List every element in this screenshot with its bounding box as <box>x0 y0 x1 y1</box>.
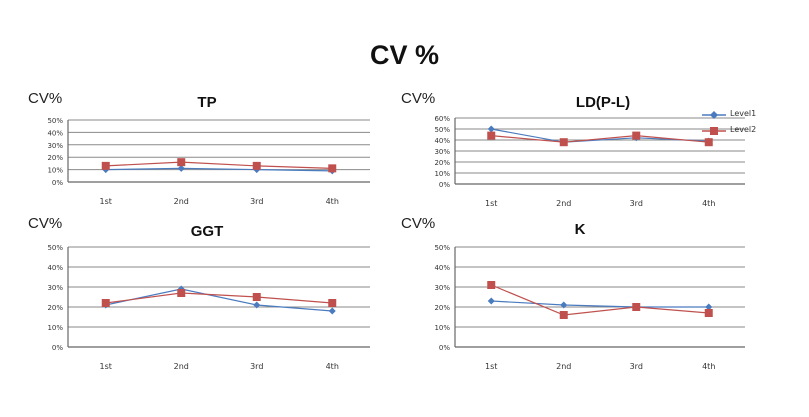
data-point <box>704 138 713 147</box>
x-tick-label: 1st <box>485 362 497 371</box>
chart-title: LD(P-L) <box>575 94 631 111</box>
x-tick-label: 2nd <box>174 362 189 371</box>
y-tick-label: 50% <box>434 244 450 252</box>
x-tick-label: 1st <box>100 362 112 371</box>
data-point <box>252 293 261 301</box>
legend: Level1 Level2 <box>700 108 800 148</box>
data-point <box>177 158 186 167</box>
x-tick-label: 1st <box>100 197 112 206</box>
x-tick-label: 4th <box>702 199 715 208</box>
chart-plot-area: 0% 10% 20% 30% 40% 50% 1st 2nd 3rd 4th <box>47 244 370 371</box>
data-point <box>705 303 713 311</box>
data-point <box>487 281 496 289</box>
x-tick-label: 3rd <box>250 197 263 206</box>
y-axis-label: CV% <box>28 90 63 107</box>
y-tick-label: 0% <box>52 179 63 187</box>
data-point <box>559 138 568 147</box>
chart-plot-area: 0% 10% 20% 30% 40% 50% 1st 2nd 3rd 4th <box>47 117 370 206</box>
series-line-level1 <box>105 167 333 172</box>
data-point <box>252 161 261 170</box>
y-axis-label: CV% <box>401 215 436 232</box>
y-tick-label: 10% <box>434 170 450 178</box>
data-point <box>253 301 261 309</box>
chart-panel-tp: CV% TP 0% 10% 20% 30% 40% 50% 1st 2nd 3rd 4th <box>20 88 415 238</box>
y-tick-label: 40% <box>434 264 450 272</box>
legend-item-level2: Level2 <box>700 124 800 138</box>
y-tick-label: 10% <box>434 324 450 332</box>
data-point <box>632 303 641 311</box>
legend-marker-diamond-icon <box>702 111 726 119</box>
y-tick-label: 30% <box>434 148 450 156</box>
y-tick-label: 20% <box>434 159 450 167</box>
chart-panel-k: CV% K 0% 10% 20% 30% 40% 50% 1st 2nd 3rd 4th <box>393 213 788 371</box>
figure-title: CV % <box>369 40 440 70</box>
series-line-level2 <box>491 284 709 316</box>
data-point <box>487 131 496 140</box>
y-tick-label: 20% <box>47 304 63 312</box>
data-point <box>328 299 337 307</box>
legend-item-level1: Level1 <box>700 108 800 122</box>
y-tick-label: 30% <box>434 284 450 292</box>
data-point <box>487 297 495 305</box>
x-tick-label: 3rd <box>630 362 643 371</box>
y-tick-label: 0% <box>52 344 63 352</box>
y-axis-label: CV% <box>28 215 63 232</box>
chart-title: GGT <box>190 223 224 240</box>
legend-marker-square-icon <box>702 127 726 135</box>
x-tick-label: 4th <box>702 362 715 371</box>
x-tick-label: 2nd <box>174 197 189 206</box>
y-tick-label: 10% <box>47 324 63 332</box>
data-point <box>328 307 336 315</box>
chart-panel-ld: CV% LD(P-L) 0% 10% 20% 30% 40% 50% 60% 1st 2nd 3r… <box>393 88 788 238</box>
data-point <box>560 301 568 309</box>
series-line-level1 <box>105 288 333 312</box>
y-tick-label: 50% <box>434 126 450 134</box>
y-tick-label: 30% <box>47 142 63 150</box>
y-tick-label: 20% <box>434 304 450 312</box>
series-line-level2 <box>105 292 333 304</box>
y-tick-label: 30% <box>47 284 63 292</box>
chart-title: K <box>574 221 586 238</box>
y-tick-label: 40% <box>434 137 450 145</box>
x-tick-label: 4th <box>326 197 339 206</box>
y-tick-label: 10% <box>47 167 63 175</box>
legend-label: Level2 <box>730 125 757 134</box>
data-point <box>632 131 641 140</box>
series-line-level1 <box>491 300 709 308</box>
chart-panel-ggt: CV% GGT 0% 10% 20% 30% 40% 50% 1st 2nd 3rd 4th <box>20 213 415 371</box>
data-point <box>177 164 185 172</box>
x-tick-label: 4th <box>326 362 339 371</box>
y-tick-label: 20% <box>47 154 63 162</box>
chart-plot-area: 0% 10% 20% 30% 40% 50% 60% 1st 2nd 3rd 4th <box>434 115 745 208</box>
legend-label: Level1 <box>730 109 757 118</box>
x-tick-label: 2nd <box>556 362 571 371</box>
y-tick-label: 40% <box>47 129 63 137</box>
y-tick-label: 0% <box>439 344 450 352</box>
y-tick-label: 60% <box>434 115 450 123</box>
chart-plot-area: 0% 10% 20% 30% 40% 50% 1st 2nd 3rd 4th <box>434 244 745 371</box>
data-point <box>101 161 110 170</box>
y-tick-label: 0% <box>439 181 450 189</box>
x-tick-label: 3rd <box>250 362 263 371</box>
data-point <box>328 164 337 173</box>
x-tick-label: 1st <box>485 199 497 208</box>
y-tick-label: 50% <box>47 117 63 125</box>
data-point <box>487 125 495 133</box>
series-line-level2 <box>105 161 333 169</box>
x-tick-label: 2nd <box>556 199 571 208</box>
chart-title: TP <box>197 94 217 111</box>
y-tick-label: 40% <box>47 264 63 272</box>
data-point <box>559 311 568 319</box>
x-tick-label: 3rd <box>630 199 643 208</box>
data-point <box>177 289 186 297</box>
y-axis-label: CV% <box>401 90 436 107</box>
data-point <box>704 309 713 317</box>
series-line-level2 <box>491 134 709 143</box>
data-point <box>101 299 110 307</box>
y-tick-label: 50% <box>47 244 63 252</box>
